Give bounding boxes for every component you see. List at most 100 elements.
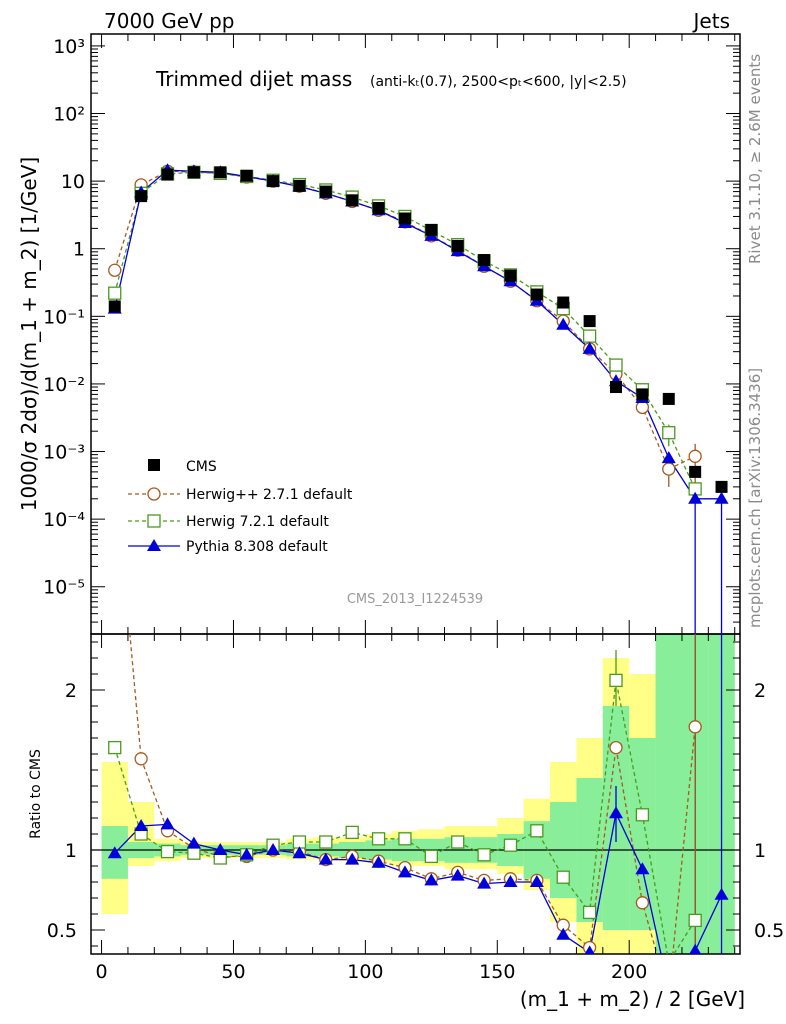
main-point: [715, 480, 728, 493]
legend: CMS Herwig++ 2.7.1 default Herwig 7.2.1 …: [128, 459, 353, 555]
main-point: [372, 202, 385, 215]
main-series-line: [114, 170, 696, 470]
main-point: [161, 168, 174, 181]
main-point: [635, 400, 650, 415]
main-point: [582, 329, 597, 343]
main-point: [662, 426, 676, 440]
ratio-point: [424, 873, 439, 886]
y-tick-label: 10⁻⁵: [43, 577, 85, 599]
ratio-point: [397, 865, 412, 878]
ratio-point: [319, 835, 333, 849]
y-axis-label-ratio: Ratio to CMS: [28, 749, 44, 839]
ratio-point: [609, 740, 623, 755]
ratio-point: [318, 852, 333, 865]
ratio-y-tick-label-left: 2: [65, 680, 77, 702]
side-label-rivet: Rivet 3.1.10, ≥ 2.6M events: [746, 54, 764, 264]
ratio-point: [213, 843, 228, 855]
ratio-point: [556, 870, 570, 884]
chart-subtitle: (anti-kₜ(0.7), 2500<pₜ<600, |y|<2.5): [370, 74, 627, 90]
ratio-y-tick-label-right: 1: [754, 840, 766, 862]
ratio-y-tick-label-left: 1: [65, 840, 77, 862]
header-left: 7000 GeV pp: [104, 9, 235, 33]
legend-label-cms: CMS: [186, 459, 217, 475]
x-axis-label: (m_1 + m_2) / 2 [GeV]: [520, 987, 745, 1011]
main-point: [398, 212, 411, 225]
ratio-point: [451, 835, 465, 849]
ratio-point: [609, 673, 623, 688]
ratio-point: [266, 843, 281, 855]
ratio-plot-frame: [90, 633, 741, 955]
ratio-point: [371, 832, 386, 846]
legend-label-pythia: Pythia 8.308 default: [186, 539, 328, 555]
ratio-point: [688, 720, 702, 734]
ratio-point: [477, 848, 491, 862]
ratio-band-inner: [655, 634, 682, 954]
main-point: [582, 341, 597, 354]
main-point: [425, 223, 438, 236]
main-point: [451, 239, 464, 252]
main-point: [689, 465, 702, 478]
main-point: [319, 185, 332, 198]
ratio-point: [635, 896, 650, 910]
x-tick-label: 150: [479, 961, 515, 983]
y-tick-label: 10⁻³: [43, 442, 85, 464]
y-tick-label: 10⁻¹: [43, 306, 85, 328]
axis-ticks: 0 50 100 150 20010⁻⁵10⁻⁴10⁻³10⁻²10⁻¹11010²10…: [43, 34, 784, 983]
main-point: [187, 166, 200, 179]
main-point: [530, 288, 543, 301]
legend-marker-herwig7: [147, 514, 161, 528]
main-point: [108, 286, 122, 300]
ratio-point: [503, 838, 518, 852]
ratio-point: [398, 832, 412, 846]
ratio-point: [292, 846, 307, 859]
main-point: [504, 269, 517, 282]
main-point: [661, 451, 676, 464]
ratio-point: [134, 819, 149, 831]
main-point: [108, 263, 122, 277]
ratio-point: [160, 817, 175, 830]
y-tick-label: 10⁻⁴: [43, 509, 85, 531]
ratio-point: [424, 849, 438, 864]
ratio-point: [582, 905, 597, 920]
ratio-y-tick-label-right: 2: [754, 680, 766, 702]
x-tick-label: 200: [611, 961, 647, 983]
main-point: [714, 491, 729, 504]
legend-label-herwig7: Herwig 7.2.1 default: [186, 514, 329, 530]
ratio-point: [134, 752, 148, 766]
ratio-series-line: [114, 811, 723, 954]
header-right: Jets: [692, 9, 730, 33]
ratio-point: [688, 913, 702, 928]
ratio-point: [635, 862, 650, 875]
ratio-point: [345, 852, 360, 865]
main-series-line: [114, 169, 722, 500]
ratio-point: [584, 945, 595, 954]
ratio-point: [556, 927, 571, 940]
main-point: [346, 194, 359, 207]
main-point: [662, 392, 675, 405]
main-point: [636, 388, 649, 401]
ratio-point: [689, 943, 702, 954]
legend-marker-cms: [148, 459, 160, 471]
y-tick-label: 10³: [53, 36, 85, 58]
main-point: [214, 166, 227, 179]
ratio-y-tick-label-right: 0.5: [754, 920, 784, 942]
main-point: [583, 315, 596, 328]
main-point: [240, 169, 253, 182]
ratio-point: [714, 887, 729, 900]
main-plot-marks: [107, 163, 729, 634]
ratio-point: [186, 836, 201, 849]
main-point: [688, 449, 702, 463]
ratio-point: [239, 847, 254, 860]
ratio-point: [187, 846, 201, 860]
ratio-point: [160, 844, 175, 859]
ratio-plot-marks: [107, 634, 729, 954]
x-tick-label: 0: [96, 961, 108, 983]
ratio-point: [503, 875, 518, 887]
y-tick-label: 1: [73, 239, 85, 261]
x-tick-label: 100: [347, 961, 383, 983]
y-tick-label: 10²: [53, 104, 85, 126]
ratio-point: [635, 808, 650, 822]
ratio-point: [108, 740, 122, 755]
legend-marker-herwigpp: [147, 487, 161, 501]
main-point: [267, 175, 280, 188]
